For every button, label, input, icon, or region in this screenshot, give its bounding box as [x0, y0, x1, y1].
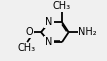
Text: N: N — [45, 17, 53, 27]
Text: N: N — [45, 37, 53, 47]
Text: O: O — [26, 27, 34, 37]
Text: CH₃: CH₃ — [18, 43, 36, 53]
Text: NH₂: NH₂ — [78, 27, 97, 37]
Text: CH₃: CH₃ — [53, 1, 71, 11]
